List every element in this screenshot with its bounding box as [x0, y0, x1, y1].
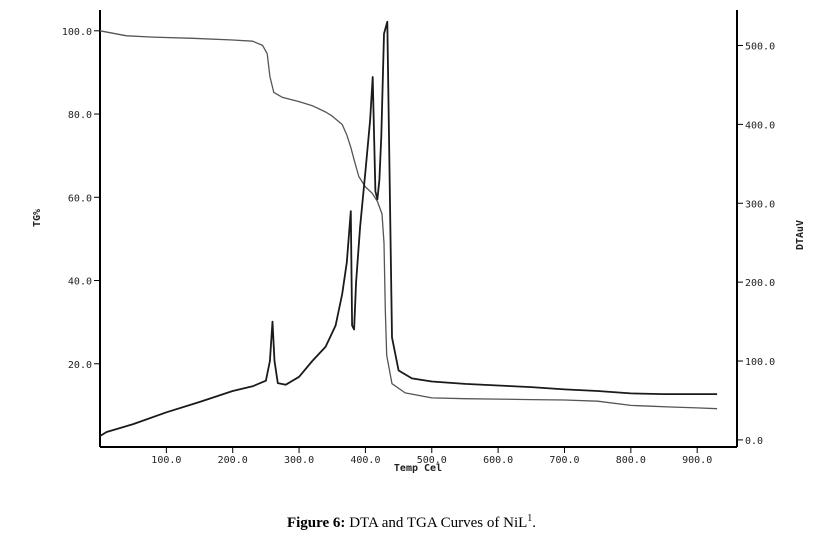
tg-curve — [99, 30, 718, 410]
x-tick-label: 100.0 — [151, 455, 181, 466]
x-tick-label: 700.0 — [549, 455, 579, 466]
y2-tick-label: 100.0 — [745, 357, 775, 368]
y2-axis-label: DTAuV — [795, 220, 806, 250]
x-tick-label: 300.0 — [284, 455, 314, 466]
caption-superscript: 1 — [527, 513, 533, 524]
x-tick-label: 200.0 — [218, 455, 248, 466]
y2-tick-label: 0.0 — [745, 436, 763, 447]
y-axis-label: TG% — [32, 209, 43, 227]
y-tick-label: 60.0 — [68, 193, 92, 204]
caption-label: Figure 6: — [286, 515, 346, 531]
x-axis-label: Temp Cel — [394, 463, 442, 474]
y-tick-label: 80.0 — [68, 110, 92, 121]
y2-tick-label: 500.0 — [745, 41, 775, 52]
x-tick-label: 400.0 — [350, 455, 380, 466]
chart: 100.0 200.0 300.0 400.0 500.0 600.0 700.0 800.0… — [32, 10, 806, 474]
y-tick-label: 20.0 — [68, 360, 92, 371]
dta-curve — [99, 20, 718, 437]
y2-tick-label: 200.0 — [745, 278, 775, 289]
ticks: 100.0 200.0 300.0 400.0 500.0 600.0 700.0 800.0… — [62, 27, 775, 466]
y2-tick-label: 400.0 — [745, 120, 775, 131]
x-tick-label: 900.0 — [682, 455, 712, 466]
caption-text: DTA and TGA Curves of NiL — [345, 515, 528, 531]
x-tick-label: 800.0 — [616, 455, 646, 466]
figure-caption: Figure 6: DTA and TGA Curves of NiL1. — [0, 513, 823, 532]
axes — [99, 10, 738, 448]
x-tick-label: 600.0 — [483, 455, 513, 466]
y-tick-label: 100.0 — [62, 27, 92, 38]
y-tick-label: 40.0 — [68, 277, 92, 288]
x-tick-label: 500.0 — [417, 455, 447, 466]
y2-tick-label: 300.0 — [745, 199, 775, 210]
curves — [99, 20, 718, 437]
caption-end: . — [532, 515, 537, 531]
